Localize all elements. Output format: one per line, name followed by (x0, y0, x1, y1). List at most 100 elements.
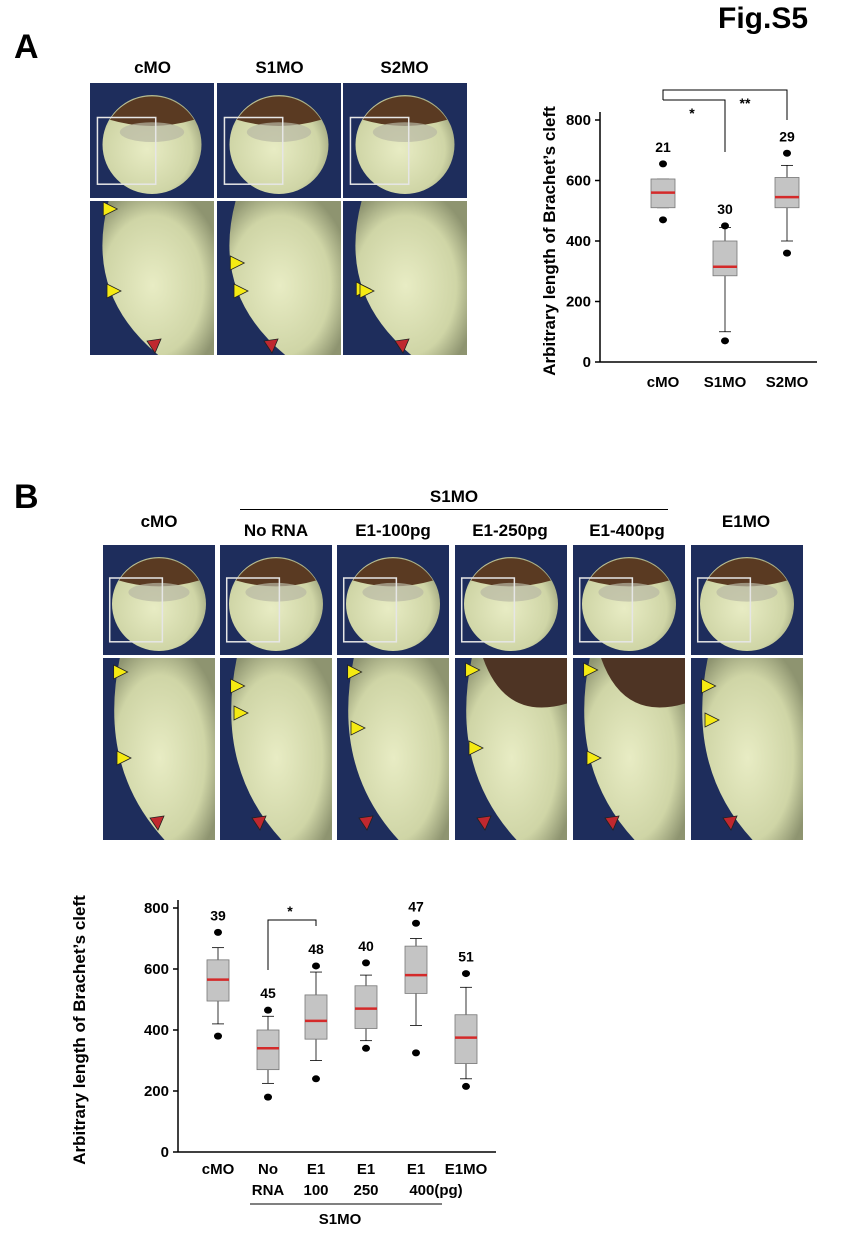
yellow-arrowhead (102, 201, 119, 217)
embryo-closeup-photo (691, 658, 803, 840)
blastocoel (245, 582, 307, 602)
yellow-arrowhead (230, 678, 246, 694)
outlier-point (412, 1049, 420, 1057)
embryo-photo (90, 83, 214, 198)
embryo-closeup-photo (217, 201, 341, 355)
outlier-point (721, 337, 729, 345)
inset-box (349, 116, 410, 185)
red-arrowhead (604, 815, 620, 831)
y-tick-label: 200 (566, 294, 591, 311)
yellow-arrowhead (359, 283, 375, 299)
embryo-photo (217, 83, 341, 198)
figure-title: Fig.S5 (718, 2, 809, 35)
outlier-point (214, 928, 222, 936)
y-tick-label: 600 (144, 961, 169, 978)
x-tick-label: S2MO (766, 374, 809, 391)
x-tick-label: E1 (357, 1161, 375, 1178)
panel-a-label-cmo: cMO (134, 58, 171, 77)
box-1 (256, 1029, 280, 1071)
y-tick-label: 400 (144, 1022, 169, 1039)
n-label: 48 (308, 941, 324, 957)
yellow-arrowhead (468, 740, 484, 756)
embryo-photo (343, 83, 467, 198)
yellow-arrowhead (229, 255, 246, 271)
blastocoel (598, 582, 660, 602)
animal-cap (353, 558, 433, 587)
n-label: 21 (655, 139, 671, 155)
embryo-edge (102, 201, 214, 355)
significance-bracket (267, 919, 317, 970)
n-label: 39 (210, 907, 226, 923)
x-tick-label: cMO (647, 374, 680, 391)
inset-box (696, 577, 752, 643)
embryo-photo (220, 545, 332, 655)
embryo-photo (455, 545, 567, 655)
box-5 (454, 1014, 478, 1064)
x-tick-label: E1MO (445, 1161, 488, 1178)
yellow-arrowhead (233, 705, 249, 721)
y-tick-label: 400 (566, 233, 591, 250)
n-label: 51 (458, 949, 474, 965)
embryo-edge (355, 201, 467, 355)
yellow-arrowhead (350, 720, 366, 736)
outlier-point (462, 970, 470, 978)
panel-b-label-cmo: cMO (140, 512, 178, 531)
embryo-closeup-photo (337, 658, 449, 840)
blastocoel (716, 582, 778, 602)
yellow-arrowhead (465, 662, 481, 678)
y-tick-label: 800 (566, 112, 591, 129)
outlier-point (214, 1032, 222, 1040)
yellow-arrowhead (701, 678, 717, 694)
embryo-edge (114, 658, 215, 840)
inset-box (225, 577, 281, 643)
outlier-point (312, 962, 320, 970)
yellow-arrowhead (116, 750, 132, 766)
n-label: 45 (260, 985, 276, 1001)
x-tick-label: E1 (307, 1161, 325, 1178)
animal-cap (707, 558, 787, 587)
x-tick-label: 100 (303, 1182, 328, 1199)
embryo-edge (702, 658, 803, 840)
outlier-point (264, 1006, 272, 1014)
x-tick-label: 400(pg) (409, 1182, 462, 1199)
yellow-arrowhead (106, 283, 122, 299)
animal-cap (236, 558, 316, 587)
significance-label: * (689, 105, 695, 121)
box-3 (354, 985, 378, 1029)
x-tick-label: 250 (353, 1182, 378, 1199)
significance-label: ** (740, 95, 751, 111)
inset-box (342, 577, 398, 643)
panel-b-label-no-rna: No RNA (243, 521, 309, 540)
yellow-arrowhead (233, 283, 249, 299)
x-tick-label: No (258, 1161, 278, 1178)
y-tick-label: 200 (144, 1083, 169, 1100)
panel-b-label-e1mo: E1MO (721, 512, 771, 531)
x-tick-label: cMO (202, 1161, 235, 1178)
red-arrowhead (263, 338, 279, 354)
red-arrowhead (476, 815, 492, 831)
n-label: 40 (358, 938, 374, 954)
significance-bracket (663, 99, 726, 152)
embryo-closeup-photo (220, 658, 332, 840)
animal-cap (236, 96, 322, 126)
red-arrowhead (251, 815, 267, 831)
y-tick-label: 600 (566, 173, 591, 190)
inset-box (223, 116, 284, 185)
inset-box (460, 577, 516, 643)
panel-b-label-e1-250: E1-250pg (472, 521, 548, 540)
box-2 (774, 177, 800, 209)
n-label: 29 (779, 128, 795, 144)
red-arrowhead (149, 815, 165, 831)
outlier-point (659, 160, 667, 168)
outlier-point (783, 249, 791, 257)
embryo-photo (691, 545, 803, 655)
inset-box (108, 577, 164, 643)
y-tick-label: 0 (161, 1144, 169, 1161)
panel-letter-a: A (14, 28, 39, 66)
outlier-point (312, 1075, 320, 1083)
pigmented-region (483, 658, 567, 708)
group-label: S1MO (319, 1211, 362, 1228)
panel-b-group-line (240, 509, 668, 510)
panel-b-label-e1-100: E1-100pg (355, 521, 431, 540)
embryo-photo (103, 545, 215, 655)
